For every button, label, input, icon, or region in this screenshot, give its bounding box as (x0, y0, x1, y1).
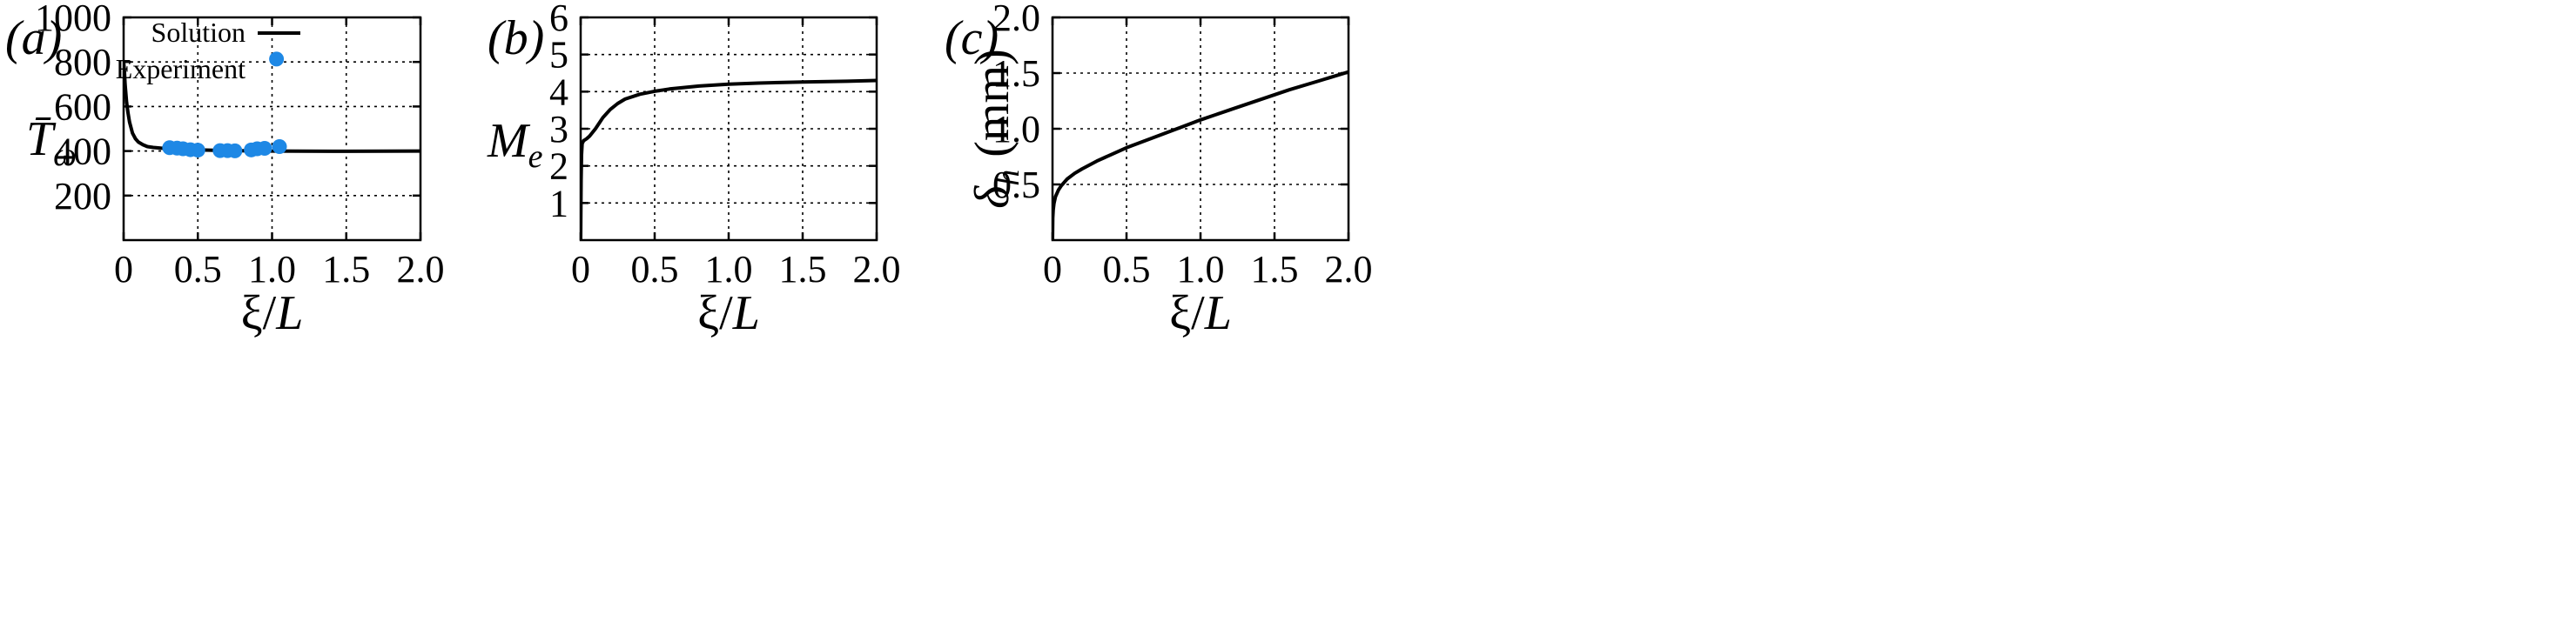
panel-label: (c) (945, 11, 999, 65)
y-tick-label: 1.0 (992, 108, 1040, 151)
y-tick-label: 2 (549, 145, 568, 188)
y-axis-label: δh (mm) (965, 49, 1026, 208)
y-tick-label: 3 (549, 108, 568, 151)
x-tick-label: 1.0 (705, 248, 753, 291)
x-tick-label: 1.5 (1251, 248, 1299, 291)
y-tick-label: 800 (54, 41, 111, 84)
plot-frame (579, 16, 878, 242)
x-axis-label: ξ/L (1169, 286, 1232, 340)
panel-c: 0 0.5 1.0 1.5 2.00.51.01.52.0(c)ξ/Lδh (mm) (945, 0, 1373, 340)
experiment-point (227, 143, 243, 158)
y-tick-label: 400 (54, 130, 111, 173)
legend-label-experiment: Experiment (116, 53, 245, 84)
x-tick-label: 0 (114, 248, 133, 291)
plot-frame (122, 16, 422, 242)
y-tick-label: 4 (549, 70, 568, 113)
legend-label-solution: Solution (151, 17, 245, 48)
y-tick-label: 1.5 (992, 52, 1040, 95)
y-tick-label: 0.5 (992, 164, 1040, 206)
x-tick-label: 0.5 (1103, 248, 1151, 291)
y-axis-label: Me (487, 114, 543, 175)
x-axis-label: ξ/L (241, 286, 304, 340)
y-tick-label: 2.0 (992, 0, 1040, 39)
x-tick-label: 2.0 (397, 248, 445, 291)
experiment-point (190, 143, 205, 158)
x-tick-label: 1.5 (779, 248, 827, 291)
solution-curve (581, 78, 877, 240)
panel-label: (a) (5, 11, 62, 65)
x-tick-label: 1.0 (1177, 248, 1225, 291)
legend: Solution Experiment (116, 17, 300, 84)
solution-curve (1053, 70, 1349, 240)
x-tick-label: 0.5 (174, 248, 222, 291)
y-tick-label: 600 (54, 85, 111, 128)
x-tick-label: 2.0 (1325, 248, 1373, 291)
y-tick-label: 6 (549, 0, 568, 39)
x-tick-label: 0 (1043, 248, 1062, 291)
x-tick-label: 0.5 (631, 248, 679, 291)
y-tick-label: 5 (549, 34, 568, 77)
x-axis-label: ξ/L (697, 286, 760, 340)
experiment-point (257, 141, 272, 157)
y-tick-label: 1 (549, 182, 568, 224)
experiment-point (269, 51, 285, 67)
x-tick-label: 0 (571, 248, 590, 291)
x-tick-label: 1.5 (322, 248, 370, 291)
panel-label: (b) (488, 11, 544, 65)
y-tick-label: 200 (54, 175, 111, 217)
y-tick-label: 1000 (35, 0, 111, 39)
x-tick-label: 2.0 (853, 248, 901, 291)
x-tick-label: 1.0 (248, 248, 296, 291)
plot-frame (1051, 16, 1350, 242)
experiment-point (272, 138, 287, 154)
y-axis-label: T̄ω (26, 112, 77, 173)
